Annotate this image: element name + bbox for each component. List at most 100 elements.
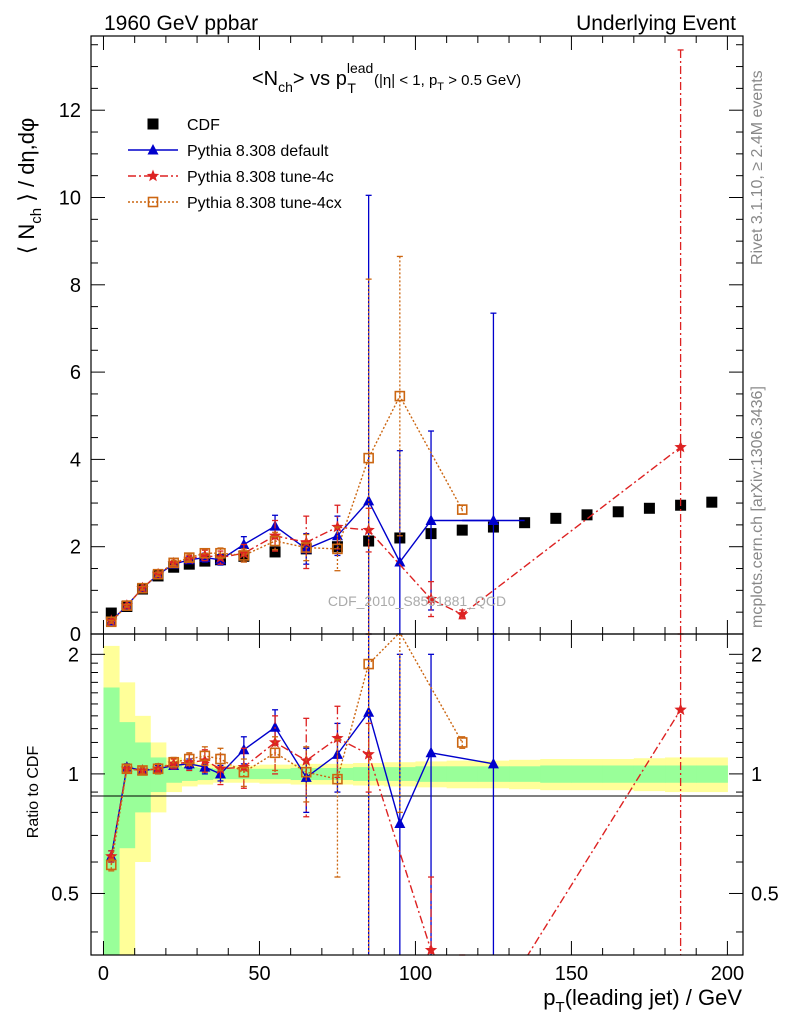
- data-point: [121, 600, 133, 611]
- y-tick-label: 10: [59, 188, 81, 210]
- data-point: [643, 502, 655, 514]
- title-part-cut: (|η| < 1, p: [370, 72, 437, 89]
- legend-marker: [146, 169, 160, 182]
- ratio-y-tick-label-right: 0.5: [751, 883, 779, 905]
- data-point: [300, 542, 312, 553]
- ratio-y-tick-label: 1: [68, 764, 79, 786]
- y-tick-label: 12: [59, 100, 81, 122]
- inner-band-segment: [571, 765, 604, 783]
- main-title: <Nch> vs plead T (|η| < 1, pT > 0.5 GeV): [252, 60, 521, 96]
- data-point: [425, 514, 437, 526]
- data-point: [237, 546, 250, 559]
- ratio-x-axis: 0 50 100 150 200: [98, 634, 744, 985]
- ylabel-sub: ch: [28, 208, 45, 224]
- ratio-point: [238, 766, 250, 778]
- ratio-point: [183, 753, 195, 765]
- data-point: [238, 550, 250, 561]
- data-point: [424, 592, 438, 605]
- data-point: [269, 535, 281, 547]
- main-x-axis: [102, 36, 728, 634]
- inner-band-segment: [103, 687, 120, 955]
- header-right-label: Underlying Event: [576, 12, 736, 35]
- series-line: [110, 394, 463, 623]
- ratio-y-axis: 0.5 0.5 1 1 2 2: [51, 644, 779, 933]
- data-point: [183, 552, 195, 563]
- ratio-series-line: [110, 634, 463, 866]
- data-point: [168, 557, 179, 569]
- ratio-series-1: [105, 634, 687, 956]
- data-point: [199, 547, 211, 559]
- series-2: [105, 49, 687, 635]
- title-part-cut-sub: T: [437, 81, 444, 93]
- y-tick-label: 6: [70, 362, 81, 384]
- inner-band-segment: [602, 765, 635, 783]
- ratio-point: [363, 658, 374, 670]
- ratio-point: [168, 756, 179, 768]
- ratio-y-tick-label: 0.5: [51, 883, 79, 905]
- ratio-x-axis-title: pT(leading jet) / GeV: [543, 985, 742, 1016]
- inner-band-segment: [181, 767, 198, 781]
- ratio-point: [215, 753, 226, 765]
- xlabel-post: (leading jet) / GeV: [565, 985, 743, 1010]
- ratio-point: [105, 849, 118, 862]
- title-part-sub2: T: [347, 80, 356, 96]
- ratio-y-axis-title: Ratio to CDF: [25, 746, 42, 839]
- title-part-mid: > vs p: [293, 68, 347, 90]
- ylabel-post: ⟩ / dη,dφ: [14, 118, 39, 208]
- data-point: [105, 607, 117, 619]
- data-point: [152, 568, 164, 580]
- ratio-point: [137, 765, 148, 776]
- inner-band-segment: [228, 768, 260, 780]
- legend-marker: [147, 118, 159, 130]
- ratio-point: [121, 763, 133, 775]
- title-part-sub1: ch: [278, 79, 293, 95]
- legend-label-cdf: CDF: [187, 117, 220, 134]
- ratio-point: [214, 762, 227, 775]
- ratio-point: [424, 943, 438, 956]
- data-point: [105, 616, 117, 628]
- series-1: [105, 194, 525, 635]
- ratio-panel-frame: [90, 633, 744, 956]
- ratio-point: [394, 817, 406, 829]
- inner-band-segment: [446, 766, 479, 782]
- data-point: [394, 390, 406, 402]
- data-point: [331, 529, 343, 541]
- x-tick-label: 0: [98, 963, 109, 985]
- title-part-main: <N: [252, 68, 278, 90]
- y-tick-label: 0: [70, 624, 81, 646]
- inner-band-segment: [134, 742, 151, 813]
- ylabel-pre: ⟨ N: [14, 224, 39, 255]
- data-point: [581, 509, 593, 521]
- ratio-panel: 0.5 0.5 1 1 2 2 0 50 100 150 200 Ratio to CDF pT(…: [25, 633, 779, 1016]
- data-point: [394, 555, 406, 567]
- data-point: [362, 523, 375, 536]
- x-tick-label: 50: [248, 963, 270, 985]
- data-point: [550, 512, 562, 524]
- ratio-point: [269, 721, 281, 732]
- y-tick-label: 4: [70, 449, 81, 471]
- data-point: [456, 504, 468, 515]
- inner-band-segment: [119, 722, 136, 849]
- y-tick-label: 8: [70, 275, 81, 297]
- data-point: [674, 440, 687, 453]
- ratio-point: [425, 746, 437, 758]
- data-point: [332, 543, 343, 555]
- x-tick-label: 150: [555, 963, 588, 985]
- data-point: [269, 546, 281, 558]
- inner-band-segment: [509, 766, 541, 782]
- ratio-point: [152, 763, 164, 775]
- legend-label-tune4cx: Pythia 8.308 tune-4cx: [187, 195, 342, 212]
- xlabel-pre: p: [543, 985, 555, 1010]
- ratio-point: [237, 760, 250, 773]
- ratio-point: [362, 747, 375, 760]
- inner-band-segment: [696, 765, 728, 783]
- legend-markers: [128, 118, 178, 208]
- inner-band-segment: [633, 765, 666, 783]
- ratio-series-layer: [105, 634, 687, 956]
- inner-band-segment: [150, 757, 167, 793]
- mcplots-side-label: mcplots.cern.ch [arXiv:1306.3436]: [749, 386, 766, 628]
- x-tick-label: 200: [711, 963, 744, 985]
- data-point: [238, 538, 250, 550]
